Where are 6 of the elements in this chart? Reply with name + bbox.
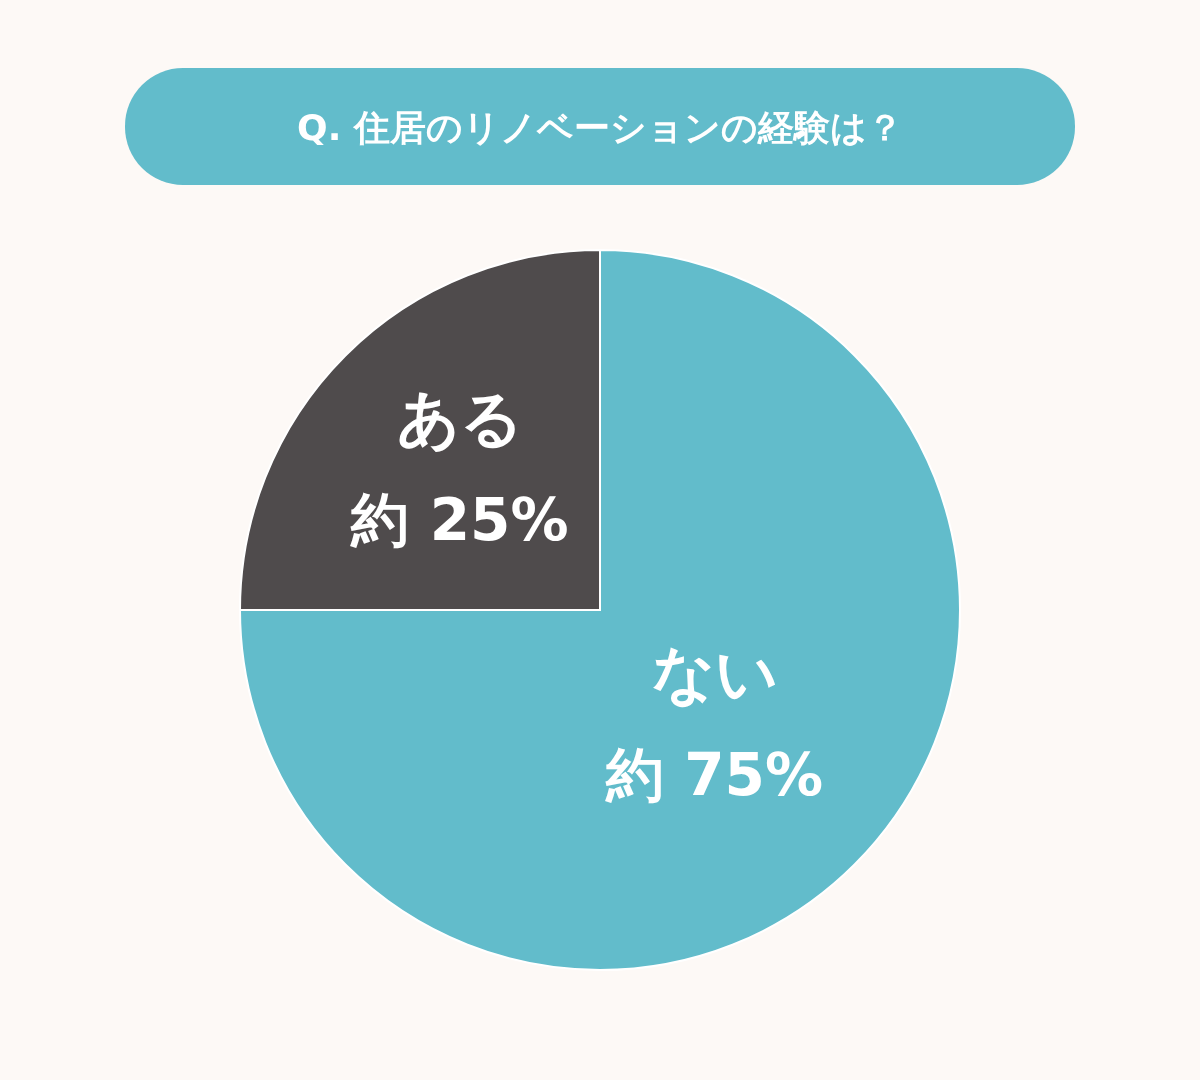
pie-slice xyxy=(239,249,961,971)
slice-label: ある xyxy=(396,381,523,455)
chart-title: Q. 住居のリノベーションの経験は？ xyxy=(297,107,903,148)
data-label: 約 25% xyxy=(350,485,569,554)
slice-label: ない xyxy=(651,636,778,710)
data-label: 約 75% xyxy=(605,740,824,809)
